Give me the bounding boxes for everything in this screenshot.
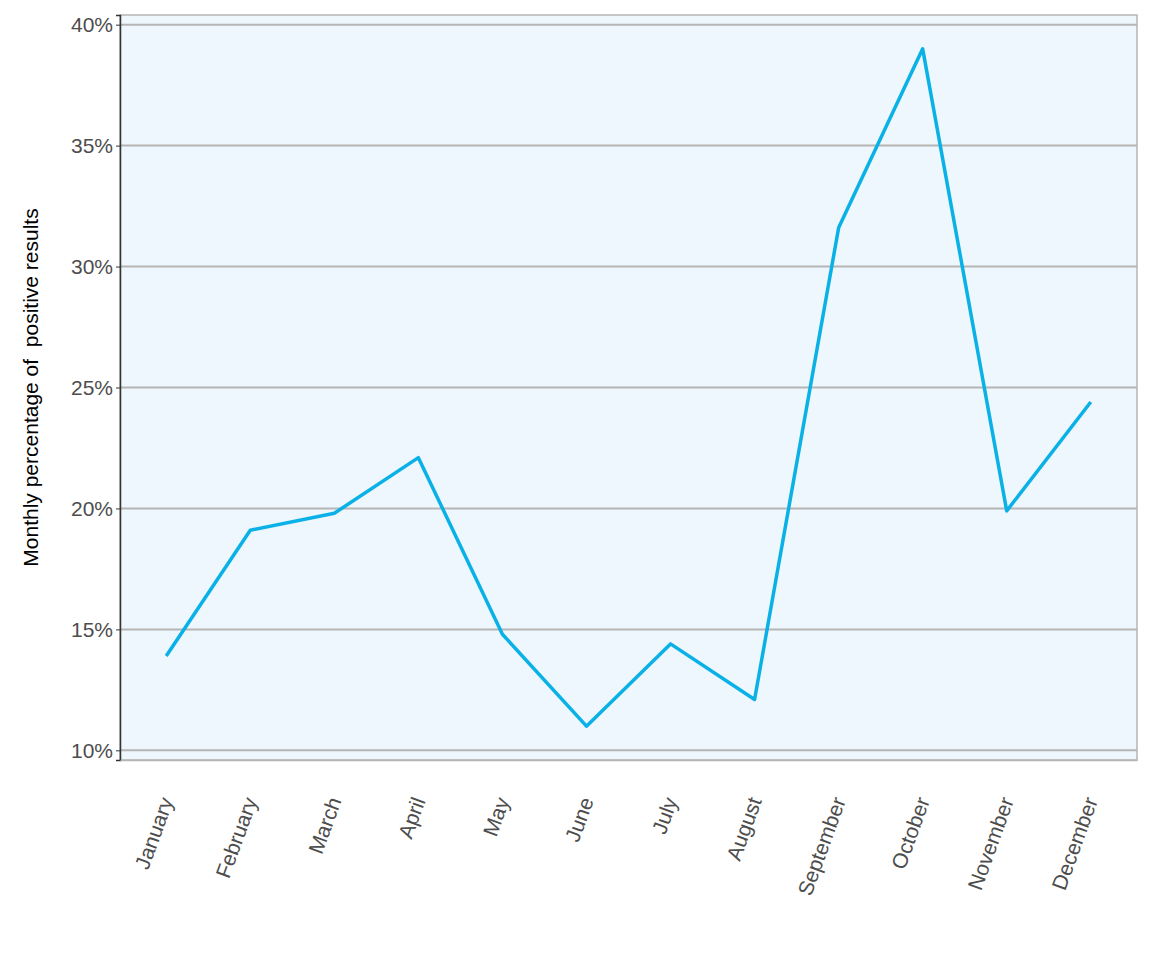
y-tick-mark: [116, 25, 120, 26]
y-tick: 40%: [71, 13, 120, 36]
x-tick: December: [1047, 794, 1102, 893]
x-tick-label: May: [478, 794, 513, 840]
x-tick-label: September: [793, 794, 850, 898]
y-tick-label: 25%: [71, 376, 113, 399]
y-tick-mark: [116, 508, 120, 509]
y-tick-mark: [116, 629, 120, 630]
y-tick-label: 10%: [71, 739, 113, 762]
y-axis-line: [116, 16, 121, 761]
y-tick-label: 20%: [71, 497, 113, 520]
x-tick-label: March: [304, 794, 346, 857]
grid: [120, 25, 1137, 751]
x-tick: May: [478, 794, 513, 840]
y-tick-mark: [116, 146, 120, 147]
x-tick-label: February: [211, 794, 262, 881]
x-tick-label: October: [887, 794, 934, 872]
x-tick: July: [647, 794, 682, 837]
x-axis: January February March April May June July Augu…: [121, 761, 1138, 899]
y-tick-label: 35%: [71, 134, 113, 157]
y-tick: 10%: [71, 739, 120, 762]
series: [166, 49, 1091, 726]
grid-line: [120, 145, 1137, 147]
x-tick-label: June: [560, 794, 597, 845]
x-tick: February: [211, 794, 262, 881]
data-line: [166, 49, 1091, 726]
x-tick-label: April: [394, 794, 430, 841]
plot-background: [120, 15, 1137, 760]
x-tick: January: [130, 794, 177, 873]
x-tick: March: [304, 794, 346, 857]
x-tick-label: January: [130, 794, 177, 873]
grid-line: [120, 266, 1137, 268]
x-tick: April: [394, 794, 430, 841]
y-tick: 25%: [71, 376, 120, 399]
y-tick-mark: [116, 388, 120, 389]
y-tick: 35%: [71, 134, 120, 157]
y-tick-mark: [116, 750, 120, 751]
x-tick-label: July: [647, 794, 682, 837]
y-tick: 20%: [71, 497, 120, 520]
x-tick-label: November: [963, 794, 1018, 893]
x-tick: August: [722, 794, 766, 863]
plot: 10% 15% 20% 25% 30% 35% 40% January February Marc…: [71, 13, 1138, 899]
x-tick-label: December: [1047, 794, 1102, 893]
x-tick: June: [560, 794, 597, 845]
grid-line: [120, 24, 1137, 26]
grid-line: [120, 507, 1137, 509]
grid-line: [120, 749, 1137, 751]
y-tick-label: 30%: [71, 255, 113, 278]
plot-frame: [120, 15, 1137, 760]
chart: 10% 15% 20% 25% 30% 35% 40% January February Marc…: [0, 0, 1152, 960]
grid-line: [120, 628, 1137, 630]
y-axis: 10% 15% 20% 25% 30% 35% 40%: [71, 13, 121, 762]
x-tick: October: [887, 794, 934, 872]
y-tick: 30%: [71, 255, 120, 278]
x-axis-line: [121, 760, 1138, 762]
y-tick-label: 40%: [71, 13, 113, 36]
x-tick: November: [963, 794, 1018, 893]
x-tick-label: August: [722, 794, 766, 863]
y-axis-title: Monthly percentage of positive results: [19, 208, 42, 566]
x-tick: September: [793, 794, 850, 898]
y-tick-label: 15%: [71, 618, 113, 641]
y-tick: 15%: [71, 618, 120, 641]
y-tick-mark: [116, 267, 120, 268]
